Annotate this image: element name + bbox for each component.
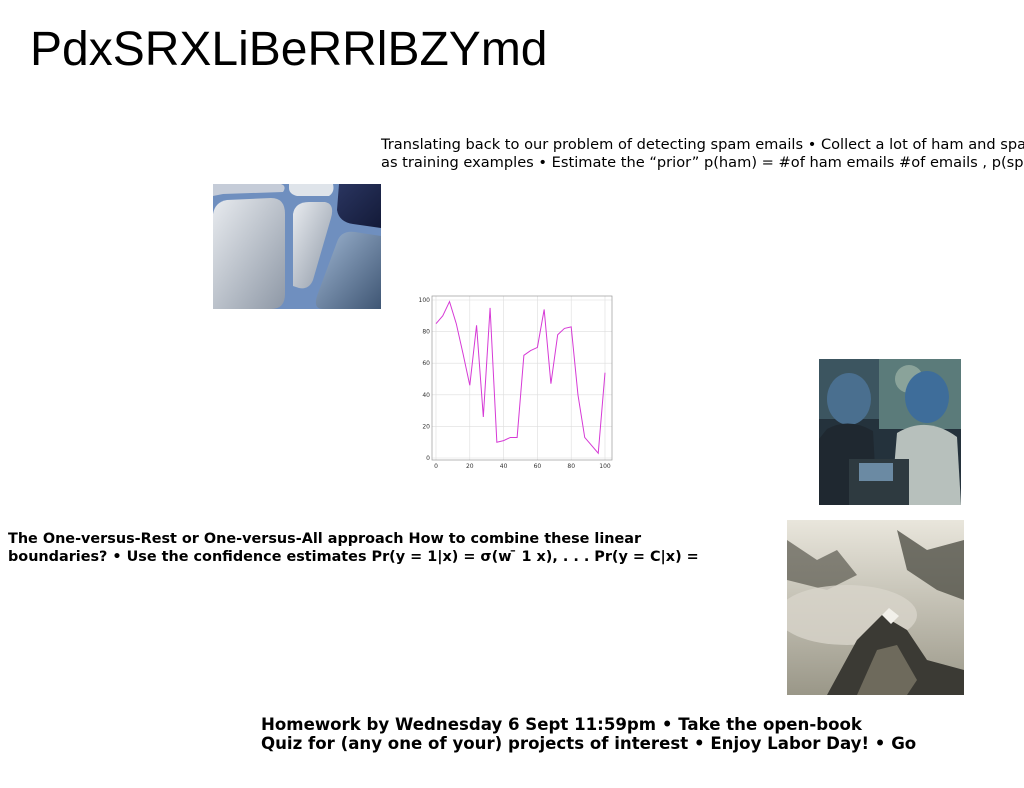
homework-paragraph: Homework by Wednesday 6 Sept 11:59pm • T…	[261, 715, 916, 753]
y-tick-label: 40	[422, 392, 430, 399]
x-tick-label: 40	[500, 463, 508, 470]
spam-detection-paragraph: Translating back to our problem of detec…	[381, 136, 1024, 172]
x-tick-label: 20	[466, 463, 474, 470]
x-tick-label: 80	[567, 463, 575, 470]
plot-frame	[431, 295, 613, 461]
abstract-blue-tiles-image	[213, 184, 381, 309]
one-vs-rest-line-2: boundaries? • Use the confidence estimat…	[8, 549, 699, 565]
spam-detection-line-1: Translating back to our problem of detec…	[381, 136, 1024, 153]
y-tick-label: 20	[422, 423, 430, 430]
spam-detection-line-2: as training examples • Estimate the “pri…	[381, 154, 1024, 171]
x-tick-label: 100	[599, 463, 611, 470]
people-at-computers-image	[819, 359, 961, 505]
y-tick-label: 80	[422, 329, 430, 336]
misty-mountain-image	[787, 520, 964, 695]
x-tick-label: 60	[534, 463, 542, 470]
series-line	[435, 300, 606, 455]
one-vs-rest-paragraph: The One-versus-Rest or One-versus-All ap…	[8, 530, 699, 566]
one-vs-rest-line-1: The One-versus-Rest or One-versus-All ap…	[8, 531, 642, 547]
y-tick-label: 0	[426, 455, 430, 462]
homework-line-2: Quiz for (any one of your) projects of i…	[261, 734, 917, 753]
line-chart-svg: 0 20 40 60 80 100 0 20 40 60 80 100	[419, 295, 613, 470]
y-tick-label: 60	[422, 360, 430, 367]
line-chart: 0 20 40 60 80 100 0 20 40 60 80 100	[418, 290, 618, 470]
x-tick-label: 0	[434, 463, 438, 470]
homework-line-1: Homework by Wednesday 6 Sept 11:59pm • T…	[261, 715, 862, 734]
slide-title: PdxSRXLiBeRRlBZYmd	[30, 23, 548, 76]
y-tick-label: 100	[419, 297, 431, 304]
